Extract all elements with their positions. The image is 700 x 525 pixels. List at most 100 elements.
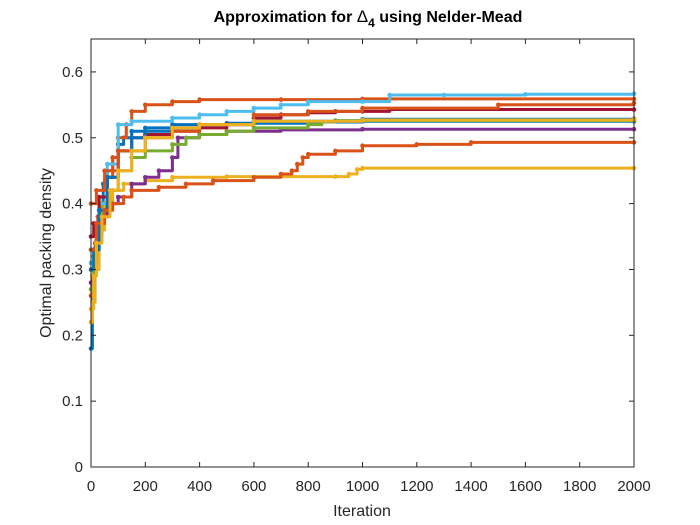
data-point [224, 109, 230, 114]
y-tick-label: 0.6 [62, 64, 83, 81]
data-point [170, 122, 175, 127]
data-point [251, 125, 257, 131]
series-9 [88, 140, 637, 252]
data-point [170, 175, 175, 180]
data-point [441, 92, 447, 98]
data-point [414, 142, 420, 147]
y-axis-label: Optimal packing density [38, 168, 55, 338]
x-axis: 0 200 400 600 800 1000 1200 1400 1600 1800 2000 [87, 39, 651, 495]
data-point [523, 92, 528, 97]
data-point [278, 102, 284, 108]
data-point [170, 142, 175, 147]
data-point [251, 105, 257, 111]
data-point [360, 99, 365, 104]
data-point [360, 105, 365, 111]
x-axis-label: Iteration [333, 503, 391, 520]
data-point [360, 117, 365, 123]
data-point [170, 99, 175, 104]
data-point [387, 92, 393, 98]
y-tick-label: 0.5 [62, 130, 83, 147]
data-point [94, 240, 99, 246]
chart-title-subscript: 4 [368, 16, 375, 30]
chart-title: Approximation for Δ4 using Nelder-Mead [214, 7, 523, 30]
data-point [197, 97, 202, 102]
data-point [354, 167, 360, 172]
series-11 [88, 117, 637, 312]
data-point [110, 201, 115, 206]
data-point [129, 128, 134, 134]
y-tick-label: 0.3 [62, 261, 83, 278]
data-point [360, 126, 365, 132]
data-point [115, 148, 121, 154]
data-point [102, 207, 107, 213]
data-point [305, 151, 311, 157]
data-point [129, 119, 134, 124]
data-point [121, 181, 126, 187]
data-point [360, 143, 365, 148]
x-tick-label: 2000 [617, 478, 650, 495]
x-tick-label: 600 [241, 478, 266, 495]
data-point [115, 122, 121, 127]
data-point [143, 175, 148, 180]
series-line [91, 102, 636, 206]
x-tick-label: 1400 [454, 478, 487, 495]
data-point [115, 168, 121, 173]
data-point [496, 102, 501, 108]
data-point [94, 188, 99, 193]
chart-title-suffix: using Nelder-Mead [375, 9, 523, 26]
data-point [94, 221, 99, 226]
data-point [105, 161, 110, 167]
data-point [91, 273, 96, 279]
x-tick-label: 1600 [509, 478, 542, 495]
data-point [102, 168, 107, 173]
data-point [197, 112, 202, 117]
data-point [278, 171, 284, 177]
data-point [333, 148, 338, 154]
data-point [224, 128, 230, 134]
data-point [278, 97, 284, 102]
data-point [110, 155, 115, 160]
data-point [107, 188, 113, 193]
chart-title-prefix: Approximation for [214, 9, 357, 26]
data-point [170, 125, 175, 131]
data-point [300, 155, 306, 160]
data-point [143, 128, 148, 134]
data-point [129, 188, 134, 193]
data-point [143, 135, 148, 141]
x-tick-label: 1800 [563, 478, 596, 495]
data-point [183, 135, 189, 141]
data-point [129, 135, 134, 141]
data-point [156, 168, 162, 173]
data-point [305, 99, 311, 104]
data-point [224, 174, 230, 179]
data-point [129, 181, 134, 187]
y-axis: 0 0.1 0.2 0.3 0.4 0.5 0.6 [62, 64, 634, 476]
x-tick-label: 400 [187, 478, 212, 495]
data-point [115, 194, 121, 200]
data-point [175, 135, 181, 141]
data-point [143, 102, 148, 108]
data-point [251, 112, 257, 117]
y-tick-label: 0.4 [62, 196, 83, 213]
data-point [170, 155, 175, 160]
data-point [170, 115, 175, 121]
chart-title-symbol: Δ [357, 7, 368, 26]
x-tick-label: 0 [87, 478, 95, 495]
y-tick-label: 0.1 [62, 393, 83, 410]
x-tick-label: 800 [296, 478, 321, 495]
data-point [96, 194, 102, 200]
data-point [129, 109, 134, 114]
data-point [156, 184, 162, 190]
data-point [251, 175, 257, 180]
data-point [305, 109, 311, 114]
data-point [360, 165, 365, 171]
data-point [143, 125, 148, 131]
data-point [295, 161, 300, 167]
data-point [210, 178, 216, 183]
data-point [197, 132, 202, 137]
data-point [333, 174, 338, 179]
data-point [121, 194, 126, 200]
data-point [468, 140, 474, 145]
data-point [99, 214, 105, 220]
